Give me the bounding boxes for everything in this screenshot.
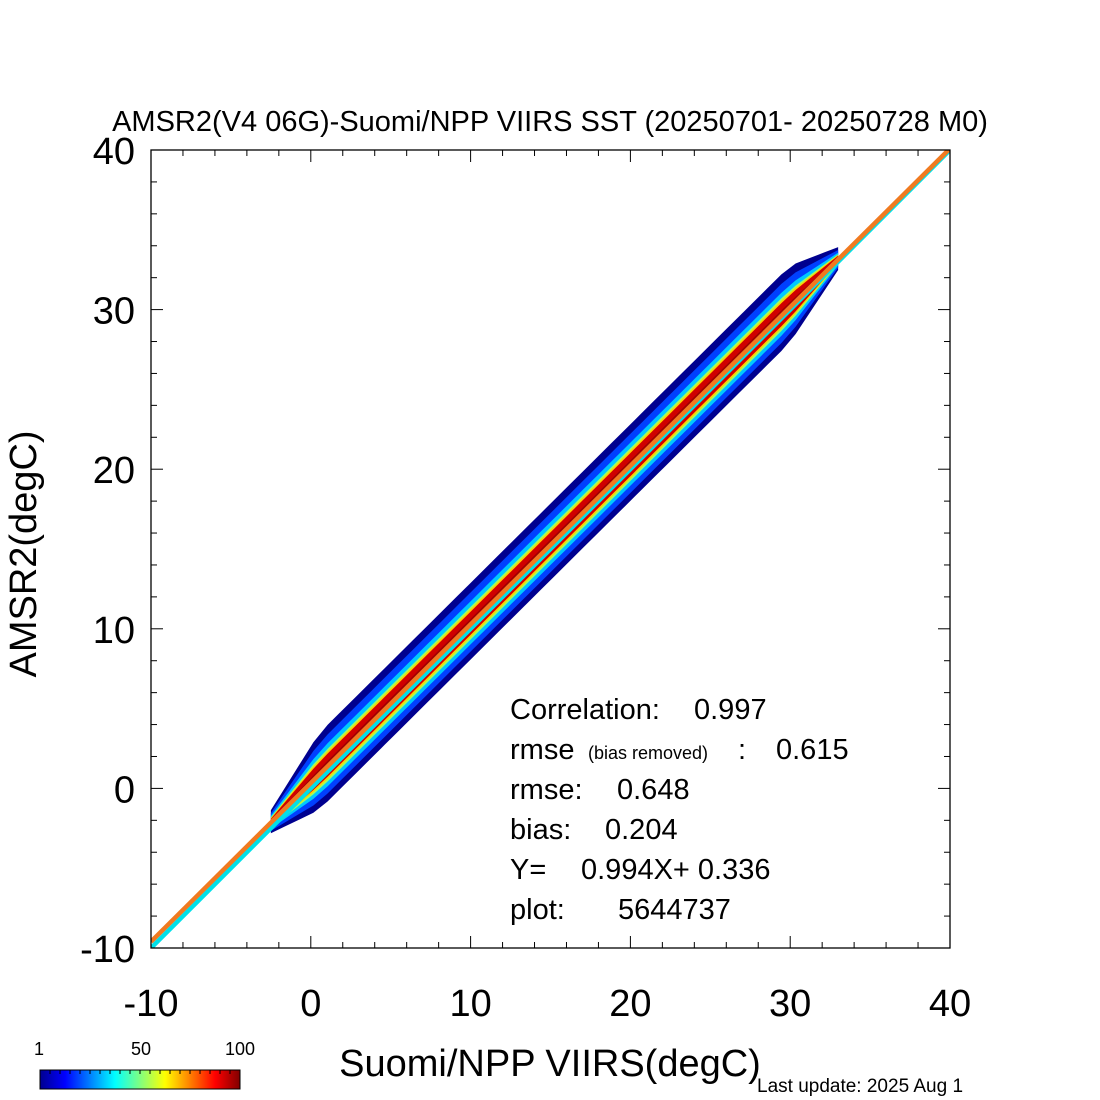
fit-lines (151, 150, 950, 948)
stat-rmse-label: rmse: (510, 774, 583, 806)
stat-plot: plot: 5644737 (510, 894, 731, 926)
x-tick-label: 10 (449, 983, 491, 1025)
colorbar-ticks (39, 1070, 241, 1074)
y-tick-label: 30 (93, 291, 135, 333)
plot-frame (150, 149, 951, 949)
x-tick-labels: -10 0 10 20 30 40 (124, 983, 972, 1025)
x-tick-label: -10 (124, 983, 179, 1025)
colorbar-mid-label: 50 (131, 1039, 151, 1059)
y-tick-label: -10 (80, 929, 135, 971)
y-tick-label: 10 (93, 610, 135, 652)
stat-fit: Y= 0.994X+ 0.336 (510, 854, 770, 886)
stats-box: Correlation: 0.997 rmse (bias removed) :… (510, 694, 849, 926)
stat-correlation-value: 0.997 (694, 694, 767, 726)
stat-correlation-label: Correlation: (510, 694, 660, 726)
stat-fit-value: 0.994X+ 0.336 (581, 854, 770, 886)
colorbar-min-label: 1 (34, 1039, 44, 1059)
axis-ticks (150, 149, 951, 949)
colorbar-max-label: 100 (225, 1039, 255, 1059)
stat-correlation: Correlation: 0.997 (510, 694, 767, 726)
y-axis-label: AMSR2(degC) (3, 430, 45, 677)
chart-title: AMSR2(V4 06G)-Suomi/NPP VIIRS SST (20250… (112, 106, 988, 138)
last-update-note: Last update: 2025 Aug 1 (757, 1076, 964, 1097)
y-tick-label: 40 (93, 131, 135, 173)
x-tick-label: 20 (609, 983, 651, 1025)
regression-line (151, 150, 950, 944)
y-tick-label: 0 (114, 769, 135, 811)
stat-plot-label: plot: (510, 894, 565, 926)
y-tick-label: 20 (93, 450, 135, 492)
stat-plot-value: 5644737 (618, 894, 731, 926)
stat-bias: bias: 0.204 (510, 814, 678, 846)
stat-rmse-value: 0.648 (617, 774, 690, 806)
colorbar: 1 50 100 (34, 1039, 255, 1090)
stat-rmse: rmse: 0.648 (510, 774, 690, 806)
stat-rmse-br-value: 0.615 (776, 734, 849, 766)
stat-rmse-br-sub: (bias removed) (588, 743, 708, 763)
x-axis-label: Suomi/NPP VIIRS(degC) (339, 1043, 761, 1085)
x-tick-label: 0 (300, 983, 321, 1025)
stat-bias-value: 0.204 (605, 814, 678, 846)
stat-fit-label: Y= (510, 854, 546, 886)
x-tick-label: 40 (929, 983, 971, 1025)
y-tick-labels: -10 0 10 20 30 40 (80, 131, 135, 971)
stat-bias-label: bias: (510, 814, 571, 846)
stat-rmse-bias-removed: rmse (bias removed) : 0.615 (510, 734, 849, 766)
x-tick-label: 30 (769, 983, 811, 1025)
stat-rmse-br-label: rmse (510, 734, 574, 766)
stat-rmse-br-colon: : (738, 734, 746, 766)
